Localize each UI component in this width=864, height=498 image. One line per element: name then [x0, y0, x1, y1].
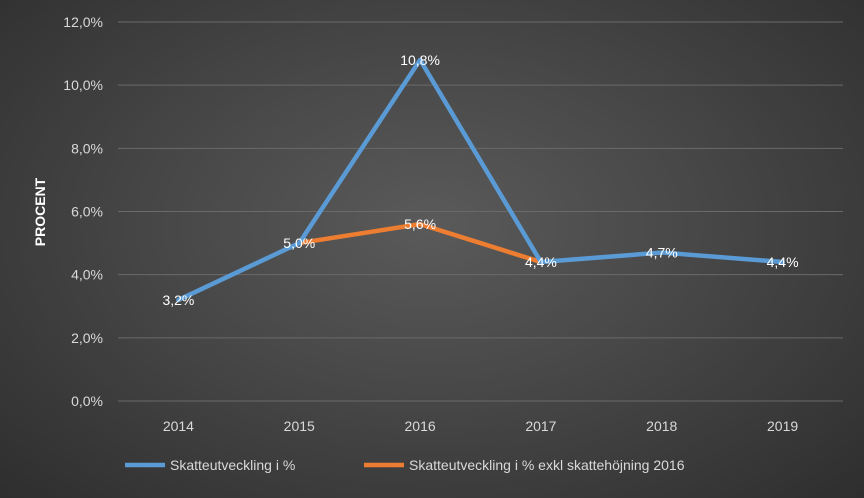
data-label: 4,4%	[767, 254, 799, 270]
x-tick-label: 2019	[767, 418, 798, 434]
series-line-exkl-skattehojning	[297, 221, 544, 265]
y-tick-label: 2,0%	[71, 330, 103, 346]
data-label: 3,2%	[162, 292, 194, 308]
x-tick-label: 2015	[284, 418, 315, 434]
x-tick-label: 2016	[405, 418, 436, 434]
x-tick-label: 2018	[646, 418, 677, 434]
y-tick-label: 4,0%	[71, 267, 103, 283]
y-tick-label: 6,0%	[71, 204, 103, 220]
data-label: 4,4%	[525, 254, 557, 270]
y-axis-label: PROCENT	[32, 177, 48, 246]
x-tick-label: 2017	[525, 418, 556, 434]
data-label: 5,0%	[283, 235, 315, 251]
data-label: 4,7%	[646, 245, 678, 261]
y-tick-label: 12,0%	[63, 14, 103, 30]
y-tick-label: 10,0%	[63, 77, 103, 93]
data-label: 10,8%	[400, 52, 440, 68]
series-line-skatteutveckling	[176, 57, 785, 303]
legend-label: Skatteutveckling i % exkl skattehöjning …	[409, 457, 685, 473]
data-label: 5,6%	[404, 216, 436, 232]
legend-label: Skatteutveckling i %	[170, 457, 295, 473]
y-tick-label: 8,0%	[71, 140, 103, 156]
x-tick-label: 2014	[163, 418, 194, 434]
y-tick-label: 0,0%	[71, 393, 103, 409]
